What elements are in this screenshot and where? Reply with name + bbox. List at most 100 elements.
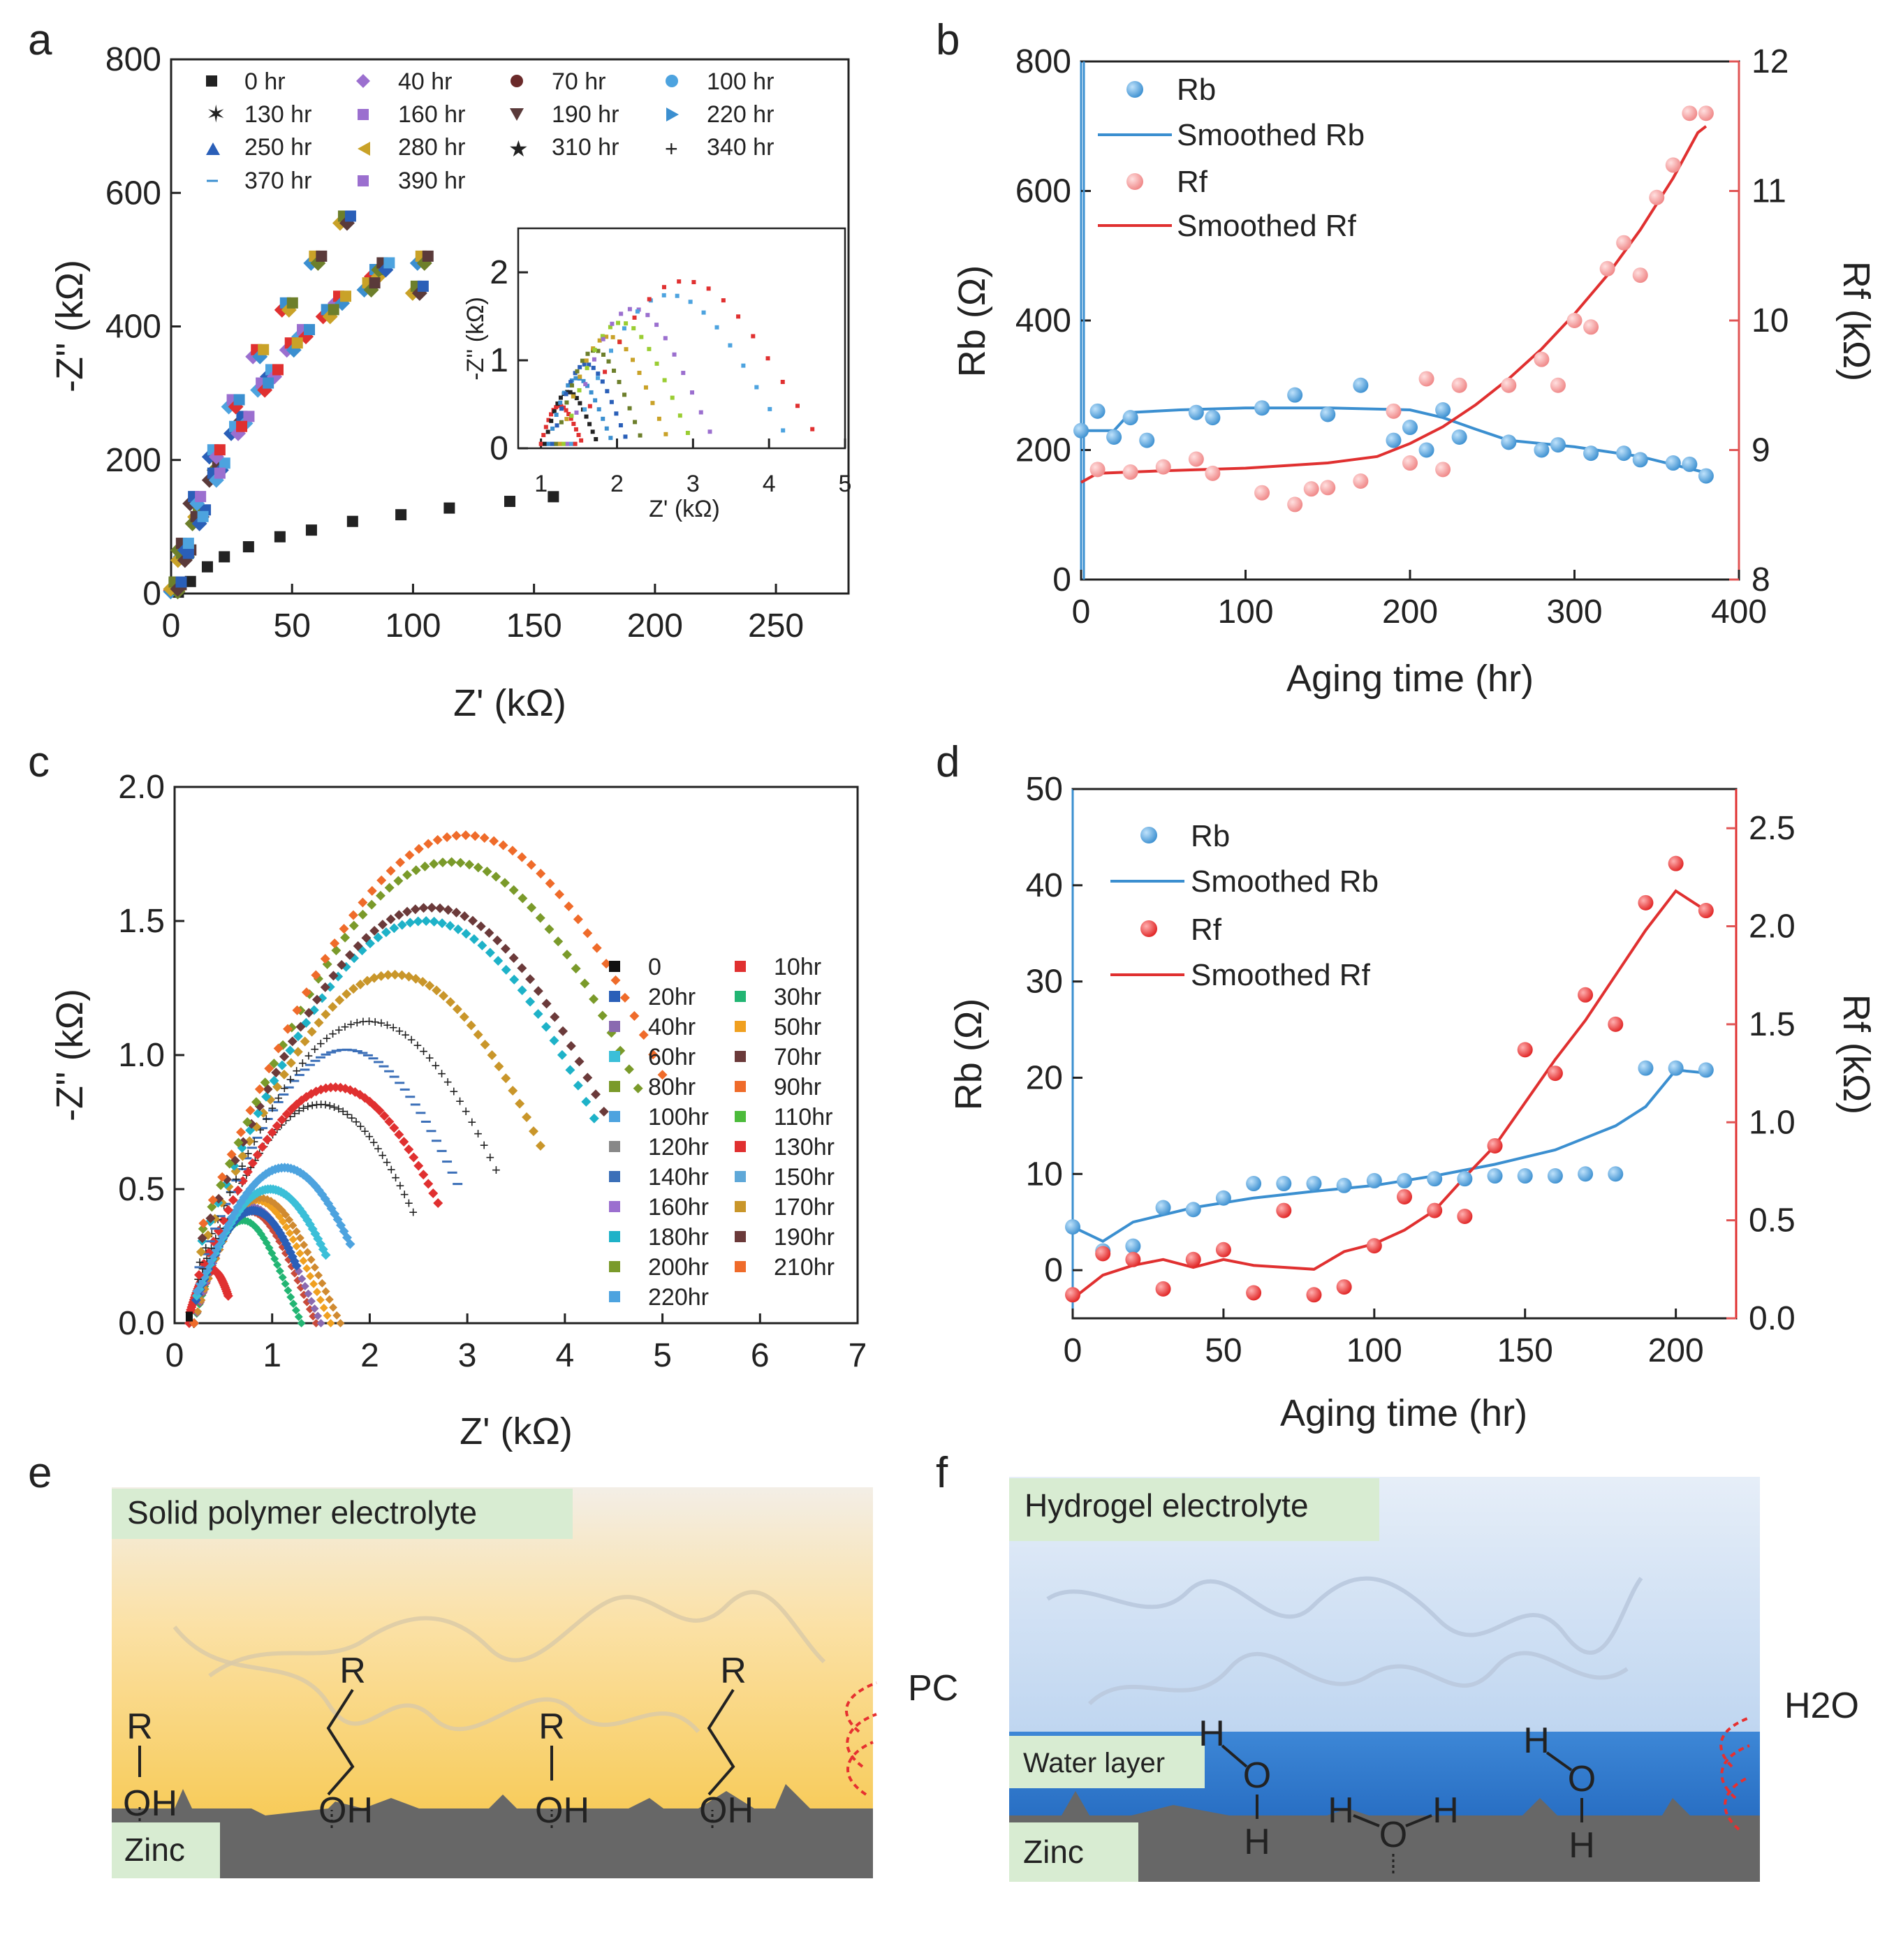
data-point (485, 948, 495, 958)
legend-marker-130hr: ✶ (206, 101, 226, 128)
inset-point (698, 410, 703, 415)
data-point (437, 918, 448, 929)
schematic-f: Hydrogel electrolyte Water layer Zinc H … (1009, 1477, 1859, 1882)
legend-label: 170hr (774, 1194, 835, 1221)
rb-point (1457, 1171, 1473, 1187)
chart-b-ylabel-right: Rf (kΩ) (1835, 261, 1877, 381)
data-point (292, 1005, 302, 1015)
data-point (544, 924, 555, 934)
inset-point (569, 413, 574, 418)
x-tick-label: 200 (627, 607, 683, 644)
inset-point (604, 426, 609, 431)
rf-point (1366, 1238, 1382, 1254)
rf-point (1336, 1279, 1352, 1295)
data-point (345, 1239, 355, 1249)
inset-point (575, 369, 580, 374)
inset-point (741, 363, 746, 368)
data-point (529, 1126, 539, 1137)
legend-marker (735, 1171, 746, 1182)
data-point (237, 1151, 248, 1161)
data-point (553, 936, 564, 947)
chart-d: 0 50 100 150 200 0 10 20 30 40 50 0.0 0.5 1.0 1.5 2.0 2.… (948, 771, 1877, 1434)
legend-marker-rf (1126, 173, 1143, 190)
inset-point (582, 407, 587, 412)
rf-point (1583, 319, 1599, 335)
electrolyte-label-box (1009, 1478, 1379, 1541)
data-point (470, 831, 480, 841)
svg-text:H: H (1523, 1720, 1550, 1761)
rf-point (1599, 260, 1615, 277)
rf-point (1320, 480, 1336, 496)
rb-point (1106, 429, 1122, 445)
legend-marker-310hr: ★ (508, 136, 529, 161)
y-tick-label: 1.5 (118, 903, 165, 940)
rb-point (1254, 400, 1270, 416)
inset-point (552, 409, 557, 414)
data-point (522, 1112, 532, 1123)
rb-point (1698, 1062, 1714, 1078)
data-point (535, 1140, 545, 1151)
data-point: + (330, 1098, 339, 1116)
rf-point (1517, 1042, 1533, 1058)
inset-point (633, 420, 638, 425)
inset-point (635, 309, 640, 314)
data-point (509, 974, 520, 985)
inset-point (569, 441, 574, 446)
data-point (473, 1029, 483, 1040)
data-point (384, 883, 395, 893)
data-point (244, 1136, 255, 1147)
inset-point (538, 441, 543, 446)
data-point (318, 1279, 327, 1288)
panel-label-c: c (28, 738, 50, 786)
data-point: + (400, 1186, 409, 1203)
x-tick-label: 0 (1072, 594, 1091, 631)
data-point: + (310, 1040, 319, 1058)
inset-point (677, 279, 682, 284)
inset-point (550, 426, 555, 431)
data-point: + (274, 1089, 283, 1107)
data-point (251, 1097, 261, 1107)
chart-b-legend: Rb Smoothed Rb Rf Smoothed Rf (1098, 73, 1365, 243)
inset-point (795, 404, 800, 408)
inset-point (661, 285, 666, 290)
rf-point (1065, 1287, 1080, 1303)
inset-point (558, 400, 563, 405)
data-point (433, 1198, 443, 1208)
y-right-tick-label: 0.5 (1749, 1202, 1796, 1239)
data-point (533, 1009, 543, 1019)
data-point (314, 1311, 323, 1320)
data-point (445, 920, 455, 931)
inset-point (564, 392, 568, 397)
inset-point (582, 362, 587, 367)
data-point: + (358, 1012, 367, 1030)
data-point (258, 1108, 269, 1119)
chart-d-legend: Rb Smoothed Rb Rf Smoothed Rf (1110, 819, 1379, 992)
data-point: + (443, 1073, 453, 1091)
data-point (455, 857, 466, 868)
x-tick-label: 5 (653, 1337, 672, 1374)
x-tick-label: 5 (839, 471, 852, 497)
chart-b-xlabel: Aging time (hr) (1286, 658, 1534, 700)
x-tick-label: 150 (1497, 1332, 1553, 1369)
legend-label: 280 hr (398, 134, 465, 161)
data-point (219, 457, 230, 469)
water-layer-label-box (1009, 1736, 1205, 1788)
rb-point (1065, 1219, 1080, 1235)
data-point (517, 893, 528, 904)
inset-point (688, 300, 693, 304)
data-point (258, 344, 270, 355)
pc-label: PC (908, 1668, 958, 1709)
y-tick-label: 400 (1015, 302, 1071, 339)
legend-marker-250hr (206, 142, 220, 155)
data-point (267, 1127, 277, 1137)
inset-point (596, 371, 601, 376)
inset-point (592, 348, 597, 353)
legend-label: 150hr (774, 1164, 835, 1191)
rf-point (1215, 1241, 1231, 1258)
data-point (445, 997, 455, 1008)
data-point (217, 1172, 228, 1182)
data-point (279, 1217, 288, 1226)
data-point (314, 1017, 324, 1028)
inset-point (627, 406, 632, 411)
